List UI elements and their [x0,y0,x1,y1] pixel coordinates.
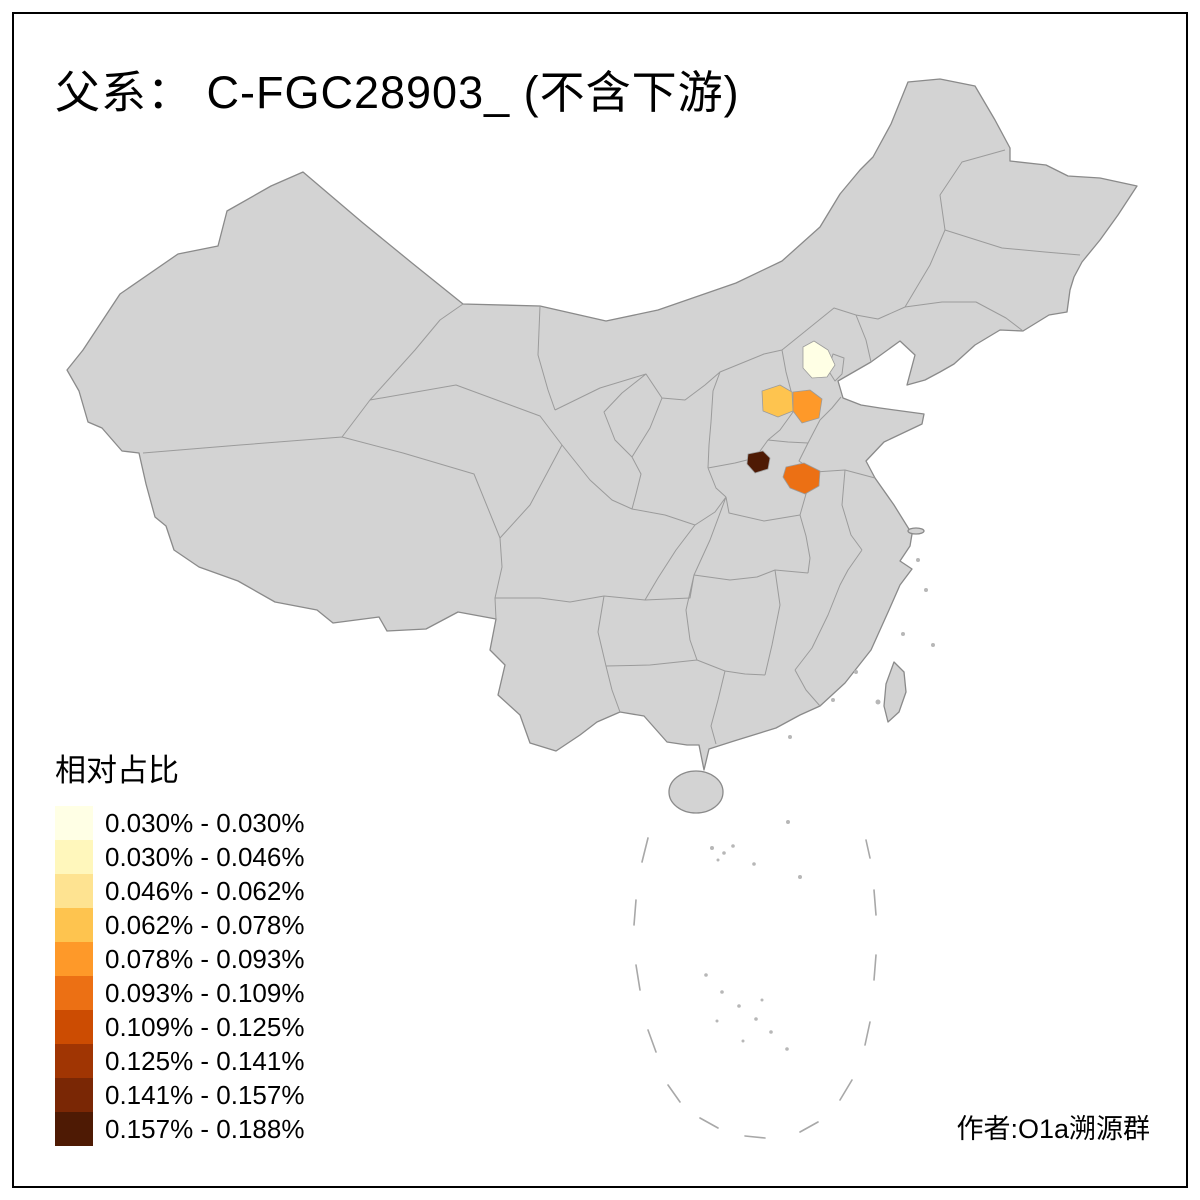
island-dot [704,973,708,977]
legend-swatch [55,1112,93,1146]
author-credit: 作者:O1a溯源群 [956,1114,1150,1144]
island-dot [731,844,735,848]
highlight-regions [746,340,836,495]
legend-row: 0.062% - 0.078% [55,908,304,942]
island-dot [760,998,764,1002]
legend-row: 0.093% - 0.109% [55,976,304,1010]
legend-swatch [55,840,93,874]
islands [668,527,925,814]
small-island-dots [704,558,935,1051]
island-dot [785,1047,789,1051]
legend-swatch [55,1078,93,1112]
legend-row: 0.078% - 0.093% [55,942,304,976]
legend-swatch [55,874,93,908]
legend-entries: 0.030% - 0.030% 0.030% - 0.046% 0.046% -… [55,806,304,1146]
hainan-island [668,770,724,814]
legend-label: 0.157% - 0.188% [105,1113,305,1144]
legend-swatch [55,1010,93,1044]
island-dot [788,735,792,739]
legend-label: 0.030% - 0.030% [105,807,305,838]
region-highlight-shanxi-southeast [746,450,771,474]
island-dot [722,851,726,855]
island-dot [715,1019,719,1023]
legend-title: 相对占比 [55,753,179,788]
island-dot [875,699,881,705]
island-dot [798,875,802,879]
legend-row: 0.125% - 0.141% [55,1044,304,1078]
chongming-island [907,527,925,535]
island-dot [737,1004,741,1008]
nine-dash-line [633,837,877,1139]
island-dot [752,862,756,866]
island-dot [741,1039,745,1043]
island-dot [916,558,920,562]
figure-title: 父系： C-FGC28903_ (不含下游) [55,67,740,118]
legend-row: 0.109% - 0.125% [55,1010,304,1044]
legend-swatch [55,1044,93,1078]
island-dot [716,858,720,862]
legend-label: 0.078% - 0.093% [105,943,305,974]
island-dot [901,632,905,636]
legend-row: 0.046% - 0.062% [55,874,304,908]
region-highlight-shanxi-north [761,384,794,418]
island-dot [754,1017,758,1021]
island-dot [720,990,724,994]
legend-label: 0.046% - 0.062% [105,875,305,906]
taiwan-island [883,661,907,723]
legend-label: 0.093% - 0.109% [105,977,305,1008]
island-dot [924,588,928,592]
region-highlight-henan-north [782,462,821,495]
legend-label: 0.109% - 0.125% [105,1011,305,1042]
legend-swatch [55,976,93,1010]
island-dot [769,1030,773,1034]
legend-label: 0.030% - 0.046% [105,841,305,872]
legend-row: 0.141% - 0.157% [55,1078,304,1112]
region-highlight-beijing [802,340,836,379]
legend-label: 0.141% - 0.157% [105,1079,305,1110]
island-dot [854,670,858,674]
island-dot [710,846,714,850]
legend-swatch [55,806,93,840]
mainland-china-region [66,78,1138,771]
island-dot [786,820,790,824]
legend-label: 0.125% - 0.141% [105,1045,305,1076]
region-highlight-hebei-central [792,389,823,424]
island-dot [831,698,835,702]
legend-row: 0.030% - 0.030% [55,806,304,840]
island-dot [931,643,935,647]
legend-swatch [55,908,93,942]
legend-row: 0.030% - 0.046% [55,840,304,874]
province-borders [142,149,1081,745]
legend-swatch [55,942,93,976]
legend-row: 0.157% - 0.188% [55,1112,304,1146]
legend: 相对占比 0.030% - 0.030% 0.030% - 0.046% 0.0… [55,745,304,1146]
legend-label: 0.062% - 0.078% [105,909,305,940]
